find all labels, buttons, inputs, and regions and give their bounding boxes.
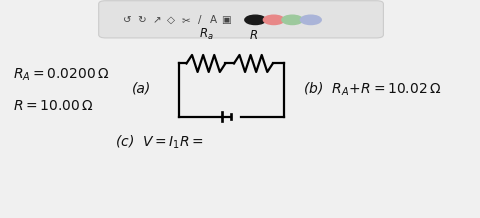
FancyBboxPatch shape (99, 1, 384, 38)
Text: (a): (a) (132, 82, 151, 96)
Text: ▣: ▣ (221, 15, 231, 25)
Text: $R = 10.00\,\Omega$: $R = 10.00\,\Omega$ (13, 99, 94, 113)
Text: ↻: ↻ (137, 15, 146, 25)
Circle shape (245, 15, 266, 25)
Text: $R_A = 0.0200\,\Omega$: $R_A = 0.0200\,\Omega$ (13, 67, 110, 83)
Text: $R_a$: $R_a$ (199, 27, 213, 42)
Circle shape (264, 15, 284, 25)
Text: ↗: ↗ (152, 15, 161, 25)
Text: A: A (209, 15, 216, 25)
Text: ✂: ✂ (181, 15, 191, 25)
Text: (b)  $R_A \!+\! R = 10.02\,\Omega$: (b) $R_A \!+\! R = 10.02\,\Omega$ (303, 80, 441, 98)
Text: ↺: ↺ (123, 15, 132, 25)
Text: /: / (198, 15, 202, 25)
Text: (c)  $V = I_1 R=$: (c) $V = I_1 R=$ (115, 133, 204, 151)
Text: ◇: ◇ (168, 15, 175, 25)
Text: $R$: $R$ (249, 29, 258, 42)
Circle shape (300, 15, 321, 25)
Circle shape (282, 15, 303, 25)
